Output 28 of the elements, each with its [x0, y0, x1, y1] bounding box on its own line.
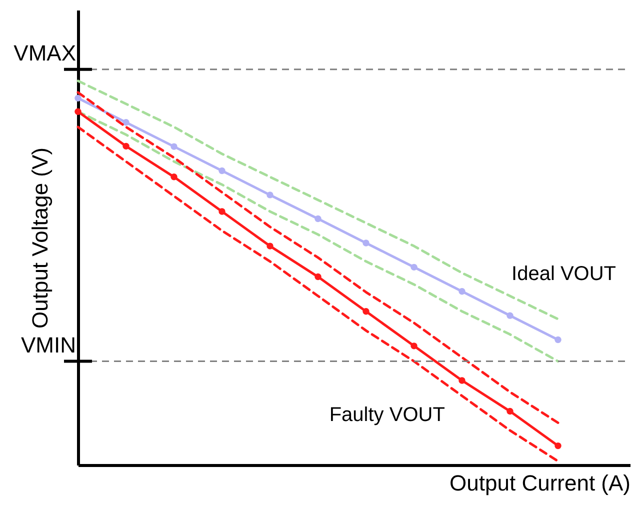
point [554, 442, 562, 450]
annotation: Ideal VOUT [512, 262, 616, 285]
y-axis-title: Output Voltage (V) [28, 148, 52, 328]
point [506, 408, 514, 415]
point [314, 273, 322, 280]
point [266, 242, 274, 250]
point [554, 336, 562, 344]
point [410, 264, 418, 271]
annotation: Faulty VOUT [329, 404, 445, 426]
point [266, 192, 274, 198]
point [74, 94, 82, 102]
point [218, 208, 226, 215]
point [314, 215, 322, 222]
point [74, 108, 82, 115]
point [122, 142, 130, 150]
point [362, 308, 370, 315]
point [362, 240, 370, 246]
point [458, 288, 466, 295]
point [506, 312, 514, 319]
point [410, 342, 418, 350]
x-axis-title: Output Current (A) [450, 470, 630, 496]
point [170, 143, 178, 150]
ref-line-label: VMIN [21, 332, 76, 358]
ref-line-label: VMAX [14, 40, 76, 66]
point [458, 377, 466, 384]
point [170, 174, 178, 180]
point [218, 167, 226, 174]
point [122, 119, 130, 126]
